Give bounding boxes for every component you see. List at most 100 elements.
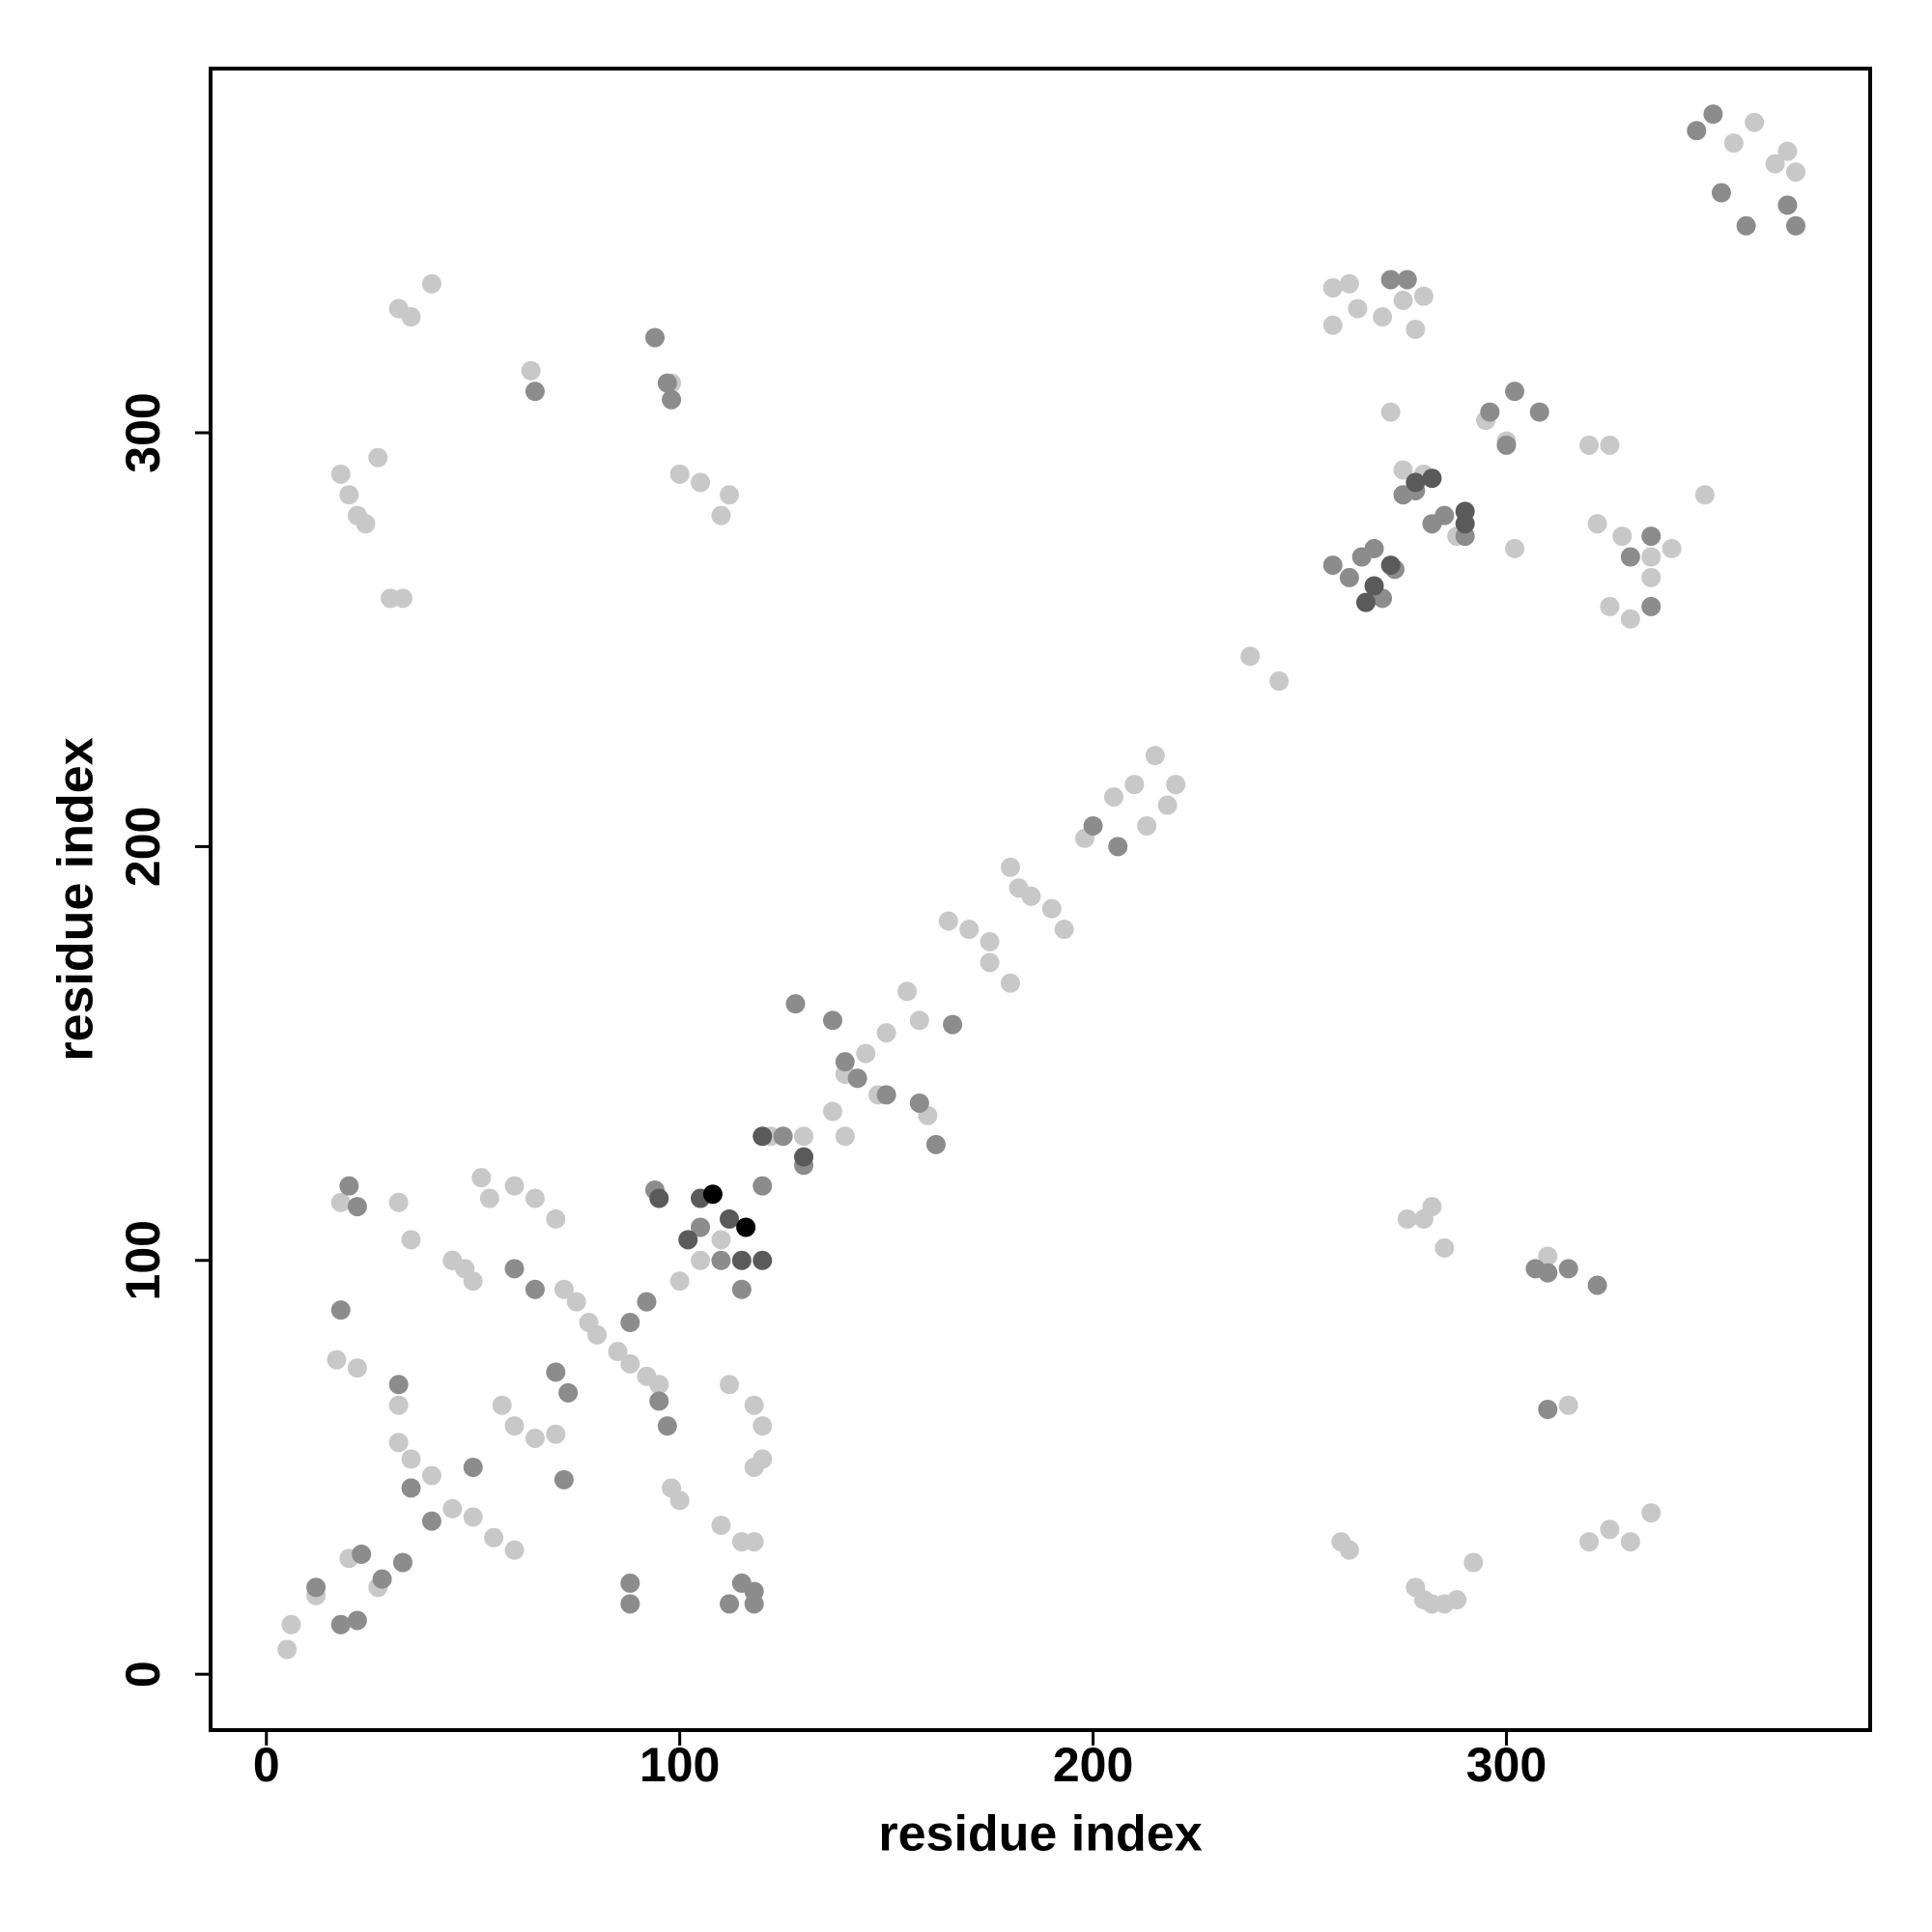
point xyxy=(847,1068,867,1089)
point xyxy=(1435,505,1455,526)
point xyxy=(1397,270,1417,290)
point xyxy=(662,389,682,410)
point xyxy=(1736,215,1756,236)
point xyxy=(521,360,541,381)
point xyxy=(620,1353,640,1374)
point xyxy=(347,1197,367,1217)
point xyxy=(330,1614,351,1634)
point xyxy=(1422,1197,1442,1217)
point xyxy=(339,485,359,505)
point xyxy=(1137,815,1157,836)
point xyxy=(1641,1503,1662,1523)
point xyxy=(554,1279,574,1299)
point xyxy=(1694,485,1715,505)
point xyxy=(1103,786,1123,807)
point xyxy=(1600,1520,1620,1540)
point xyxy=(909,1010,929,1031)
point xyxy=(876,1085,896,1105)
point xyxy=(554,1469,574,1490)
point xyxy=(657,373,677,393)
point xyxy=(1373,307,1393,327)
point xyxy=(669,464,690,484)
point xyxy=(1145,746,1165,766)
point xyxy=(691,1217,711,1237)
point xyxy=(753,1176,773,1196)
point xyxy=(1538,1246,1558,1266)
point xyxy=(1406,472,1426,493)
point xyxy=(401,307,421,327)
point xyxy=(980,931,1000,952)
point xyxy=(525,1428,545,1448)
point xyxy=(1745,112,1765,132)
point xyxy=(785,994,806,1014)
point xyxy=(1579,1532,1600,1552)
point xyxy=(909,1093,929,1113)
x-tick-label: 100 xyxy=(639,1738,720,1792)
point xyxy=(835,1126,855,1147)
point xyxy=(1777,141,1798,161)
point xyxy=(525,382,545,402)
point xyxy=(566,1292,586,1312)
point xyxy=(897,981,918,1002)
point xyxy=(835,1052,855,1072)
x-tick-label: 200 xyxy=(1053,1738,1133,1792)
point xyxy=(711,1230,731,1250)
point xyxy=(546,1424,566,1444)
point xyxy=(1505,382,1525,402)
point xyxy=(1166,775,1186,795)
point xyxy=(1480,402,1500,422)
point xyxy=(1587,1275,1607,1295)
point xyxy=(678,1230,698,1250)
point xyxy=(691,1250,711,1270)
point xyxy=(702,1184,723,1205)
point xyxy=(1600,596,1620,616)
point xyxy=(401,1478,421,1498)
point xyxy=(1579,435,1600,455)
point xyxy=(720,1375,740,1395)
y-axis-label: residue index xyxy=(48,737,104,1061)
point xyxy=(1620,1532,1640,1552)
point xyxy=(392,588,412,609)
point xyxy=(1339,273,1359,294)
points xyxy=(277,104,1805,1660)
point xyxy=(744,1594,764,1614)
point xyxy=(388,1375,409,1395)
y-tick-label: 0 xyxy=(116,1661,170,1688)
point xyxy=(657,1416,677,1436)
point xyxy=(1529,402,1549,422)
point xyxy=(691,472,711,493)
point xyxy=(620,1594,640,1614)
point xyxy=(368,447,388,468)
point xyxy=(1558,1259,1578,1279)
point xyxy=(1240,646,1261,667)
point xyxy=(1496,435,1517,455)
point xyxy=(1620,609,1640,629)
point xyxy=(720,1208,740,1229)
point xyxy=(1124,775,1145,795)
point xyxy=(401,1230,421,1250)
point xyxy=(372,1569,392,1589)
point xyxy=(1380,402,1401,422)
point xyxy=(1380,555,1401,576)
point xyxy=(401,1449,421,1469)
point xyxy=(1455,514,1475,534)
point xyxy=(442,1250,463,1270)
point xyxy=(1600,435,1620,455)
point xyxy=(546,1362,566,1382)
point xyxy=(463,1457,483,1477)
point xyxy=(1021,886,1041,906)
point xyxy=(504,1416,525,1436)
point xyxy=(1108,837,1128,857)
point xyxy=(620,1573,640,1593)
point xyxy=(1322,315,1343,335)
point xyxy=(1380,270,1401,290)
point xyxy=(347,1358,367,1378)
point xyxy=(649,1375,669,1395)
point xyxy=(720,1594,740,1614)
point xyxy=(306,1577,327,1598)
point xyxy=(504,1259,525,1279)
point xyxy=(1612,526,1633,547)
point xyxy=(938,911,958,931)
